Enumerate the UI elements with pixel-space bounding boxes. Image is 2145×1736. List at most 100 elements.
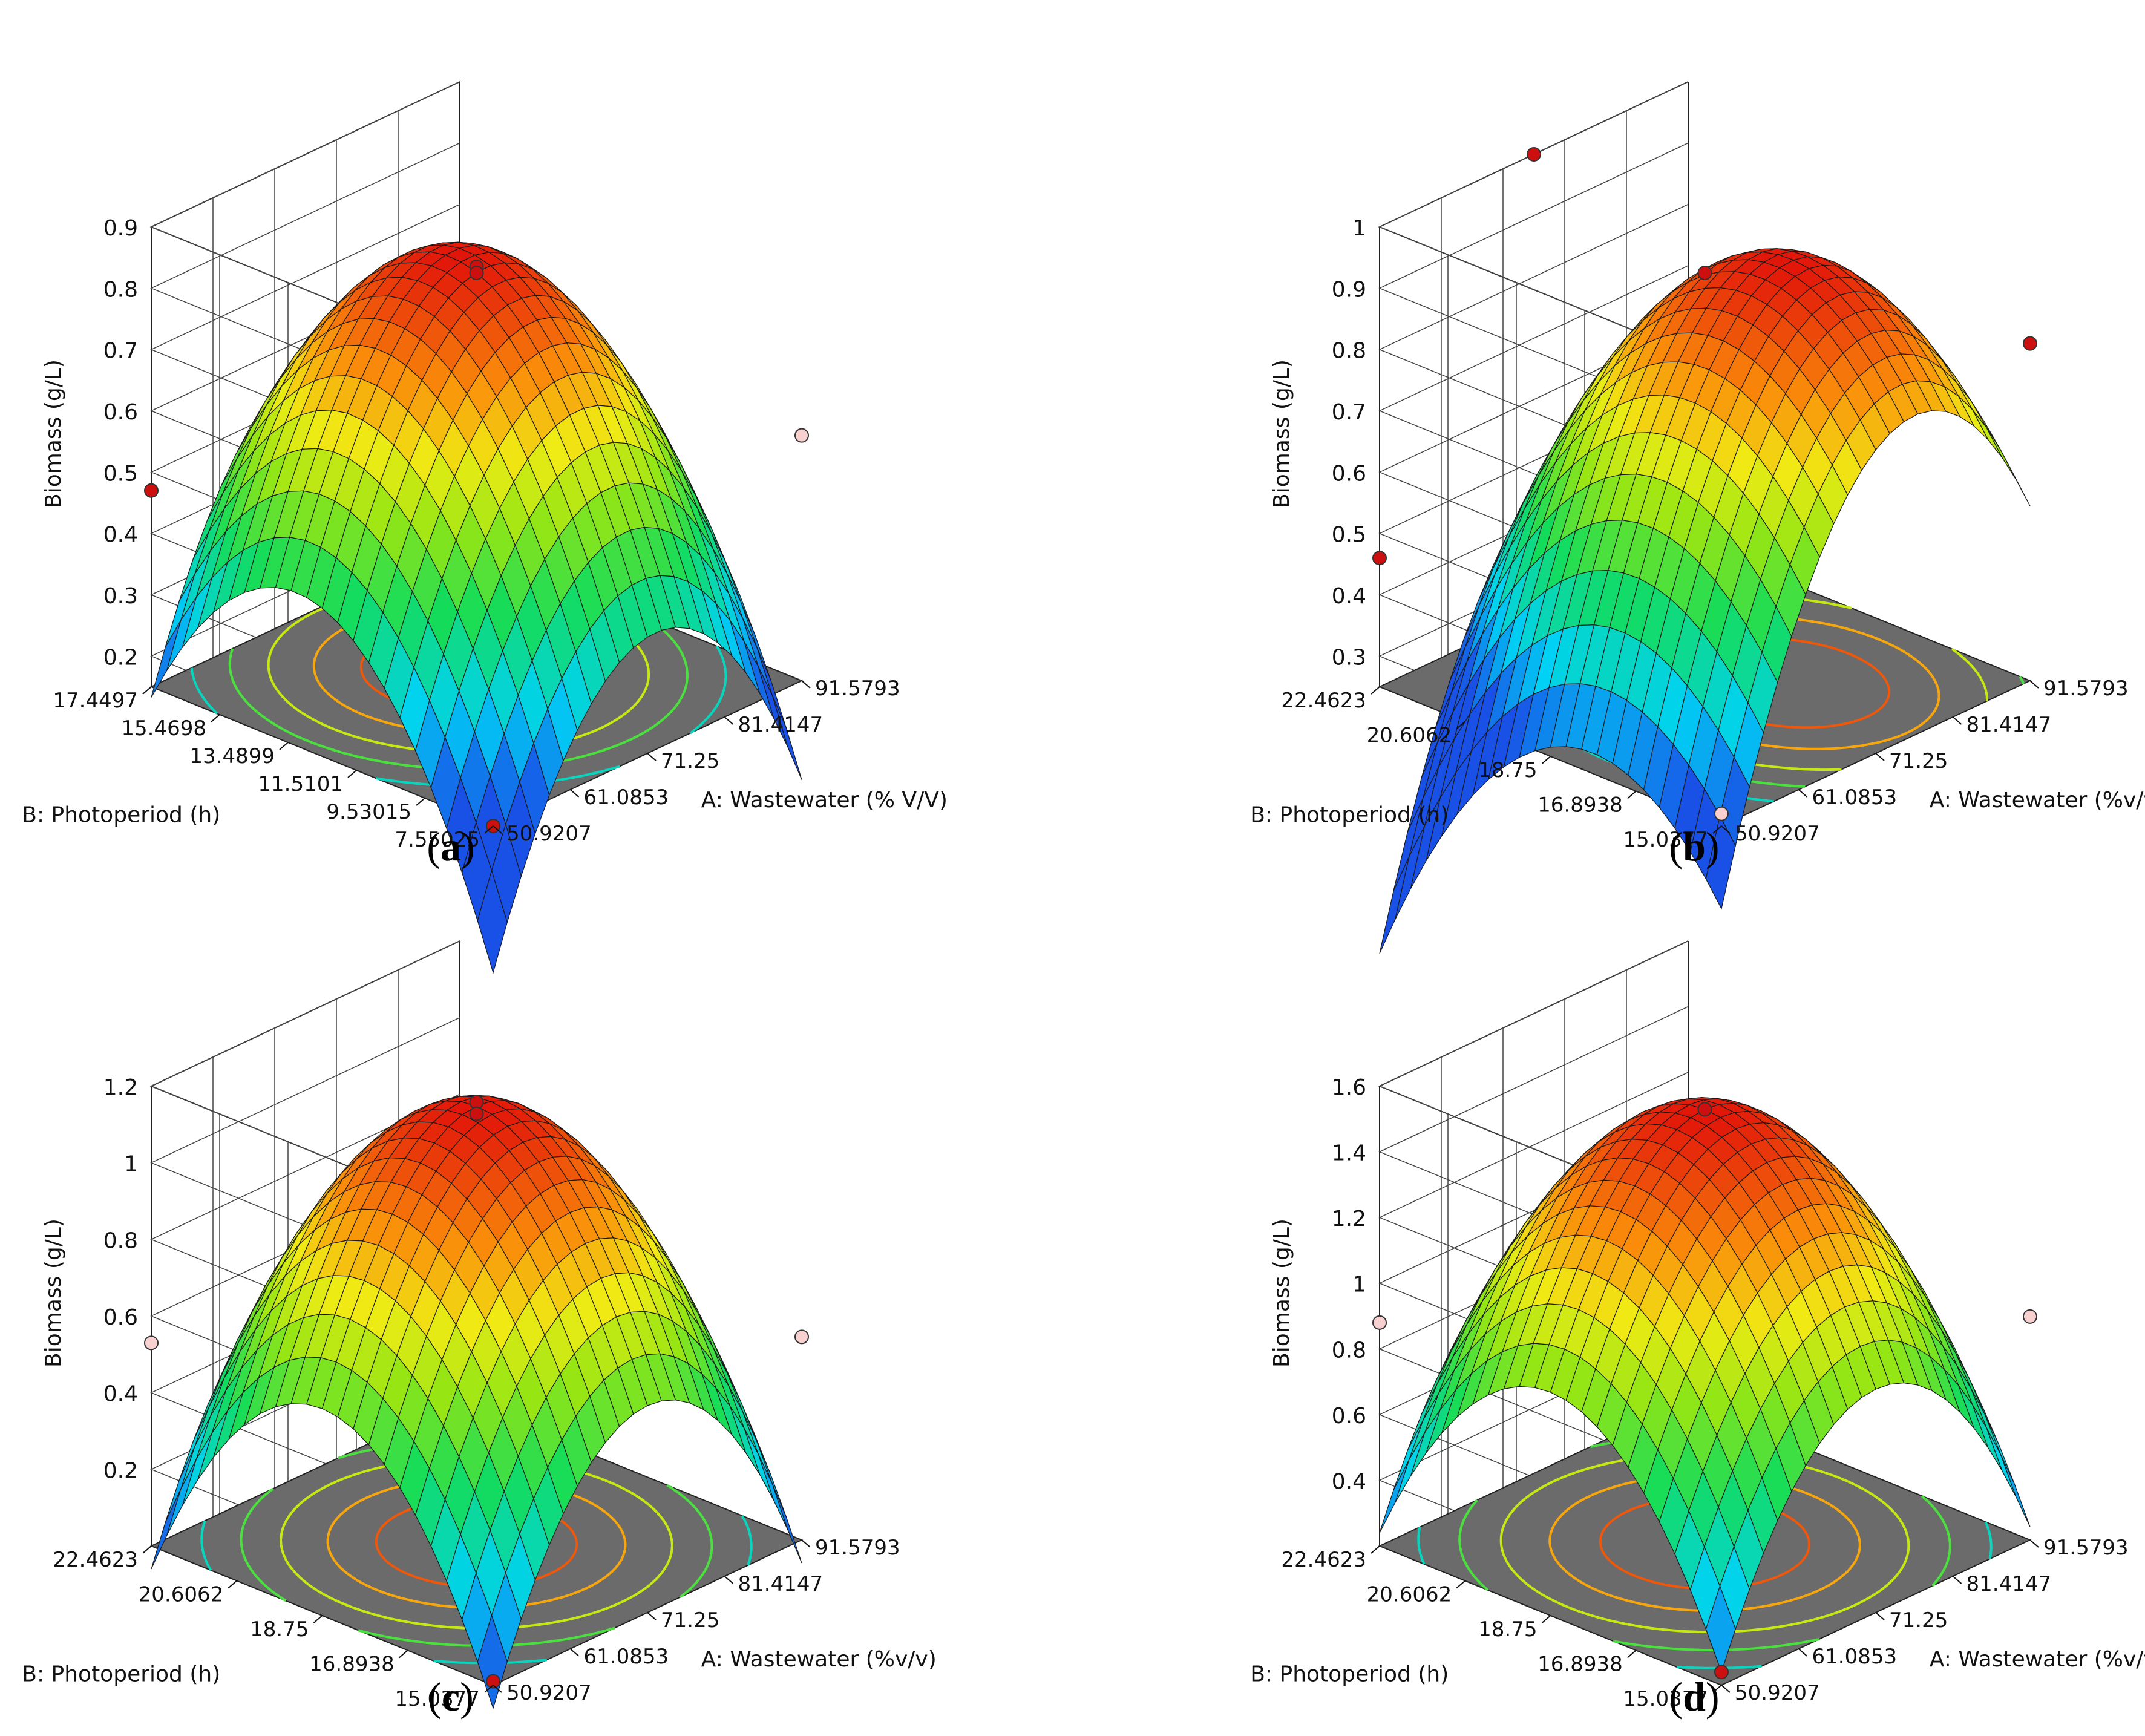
z-tick-label: 0.9 xyxy=(1332,277,1366,302)
y-tick-label: 16.8938 xyxy=(309,1652,395,1677)
y-tick-label: 22.4623 xyxy=(1281,1548,1366,1572)
z-tick-label: 0.3 xyxy=(103,584,138,609)
z-tick-label: 1.4 xyxy=(1332,1141,1366,1166)
y-tick-label: 18.75 xyxy=(1478,758,1537,782)
x-tick-label: 50.9207 xyxy=(1735,1681,1820,1705)
y-tick-label: 11.5101 xyxy=(258,772,343,796)
y-tick-label: 7.55025 xyxy=(395,828,480,852)
x-tick-label: 50.9207 xyxy=(506,822,592,846)
z-tick-label: 0.4 xyxy=(103,523,138,548)
design-points xyxy=(144,259,809,833)
z-tick-label: 0.5 xyxy=(1332,523,1366,548)
design-point xyxy=(1372,551,1387,566)
x-tick-label: 81.4147 xyxy=(1967,1572,2052,1596)
design-point xyxy=(469,266,484,281)
z-tick-label: 0.8 xyxy=(103,277,138,302)
y-tick-label: 16.8938 xyxy=(1538,1652,1623,1677)
x-tick-label: 50.9207 xyxy=(506,1681,592,1705)
z-tick-label: 0.8 xyxy=(103,1228,138,1253)
y-tick-label: 18.75 xyxy=(250,1617,309,1642)
panel-caption-a: (a) xyxy=(427,824,475,870)
z-tick-label: 1 xyxy=(1352,216,1366,241)
panel-caption-d: (d) xyxy=(1669,1674,1720,1720)
axes: 0.2 0.4 0.6 0.8 1 1.2 Biomass (g/L) 50.9207 61.0… xyxy=(22,1075,937,1711)
design-point xyxy=(1697,266,1712,281)
response-surface xyxy=(1379,1097,2031,1674)
z-tick-label: 0.9 xyxy=(103,216,138,241)
y-tick-label: 22.4623 xyxy=(1281,689,1366,713)
y-tick-label: 20.6062 xyxy=(139,1583,224,1607)
design-points xyxy=(144,1095,809,1689)
z-axis-label: Biomass (g/L) xyxy=(41,359,66,508)
y-tick-label: 15.0377 xyxy=(395,1687,480,1711)
design-point xyxy=(1697,1102,1712,1117)
response-surface xyxy=(1379,248,2031,954)
x-tick-label: 81.4147 xyxy=(738,713,824,737)
x-axis-label: A: Wastewater (%v/v) xyxy=(1930,788,2145,813)
x-axis-label: A: Wastewater (% V/V) xyxy=(701,788,948,813)
axes: 0.3 0.4 0.5 0.6 0.7 0.8 0.9 1 Biomass (g/L) 50.92… xyxy=(1250,216,2145,852)
x-tick-label: 91.5793 xyxy=(2043,1536,2129,1560)
y-tick-label: 18.75 xyxy=(1478,1617,1537,1642)
x-tick-label: 71.25 xyxy=(1889,749,1948,773)
design-point xyxy=(1714,1665,1729,1680)
y-tick-label: 20.6062 xyxy=(1367,724,1452,748)
design-point xyxy=(1527,147,1541,162)
panel-caption-b: (b) xyxy=(1669,824,1720,870)
design-point xyxy=(2023,336,2037,351)
y-tick-label: 17.4497 xyxy=(53,689,138,713)
design-point xyxy=(1714,806,1729,821)
z-tick-label: 1.2 xyxy=(1332,1207,1366,1231)
surface-plot-d: 0.4 0.6 0.8 1 1.2 1.4 1.6 Biomass (g/L) 50.9207 6… xyxy=(1250,940,2145,1711)
x-tick-label: 91.5793 xyxy=(2043,676,2129,701)
design-point xyxy=(794,1329,809,1345)
panel-caption-c: (c) xyxy=(428,1674,474,1720)
x-tick-label: 61.0853 xyxy=(584,785,669,810)
design-points xyxy=(1372,147,2037,821)
x-tick-label: 81.4147 xyxy=(738,1572,824,1596)
y-tick-label: 16.8938 xyxy=(1538,793,1623,817)
surface-plot-c: 0.2 0.4 0.6 0.8 1 1.2 Biomass (g/L) 50.9207 61.0… xyxy=(22,940,937,1711)
design-point xyxy=(1372,1315,1387,1330)
x-axis-label: A: Wastewater (%v/v) xyxy=(1930,1647,2145,1672)
z-axis-label: Biomass (g/L) xyxy=(1269,359,1294,508)
x-tick-label: 71.25 xyxy=(661,1608,719,1633)
z-tick-label: 0.8 xyxy=(1332,1338,1366,1363)
response-surface xyxy=(151,1095,802,1709)
z-tick-label: 0.7 xyxy=(1332,400,1366,425)
x-tick-label: 91.5793 xyxy=(815,676,900,701)
z-tick-label: 0.6 xyxy=(103,400,138,425)
axes: 0.2 0.3 0.4 0.5 0.6 0.7 0.8 0.9 Biomass (g/L) 50.… xyxy=(22,216,948,852)
z-tick-label: 0.8 xyxy=(1332,339,1366,364)
z-axis-label: Biomass (g/L) xyxy=(41,1219,66,1368)
x-axis-label: A: Wastewater (%v/v) xyxy=(701,1647,937,1672)
z-tick-label: 1.6 xyxy=(1332,1075,1366,1100)
z-tick-label: 1 xyxy=(124,1152,138,1177)
surface-plot-a: 0.2 0.3 0.4 0.5 0.6 0.7 0.8 0.9 Biomass (g/L) 50.… xyxy=(22,81,948,974)
y-tick-label: 13.4899 xyxy=(189,744,275,768)
response-surface xyxy=(151,241,802,974)
x-tick-label: 61.0853 xyxy=(1812,1645,1898,1669)
z-tick-label: 0.4 xyxy=(103,1382,138,1407)
x-tick-label: 50.9207 xyxy=(1735,822,1820,846)
x-tick-label: 71.25 xyxy=(1889,1608,1948,1633)
y-tick-label: 9.53015 xyxy=(326,800,411,824)
z-tick-label: 0.2 xyxy=(103,645,138,670)
design-point xyxy=(2023,1309,2037,1324)
x-tick-label: 81.4147 xyxy=(1967,713,2052,737)
y-tick-label: 20.6062 xyxy=(1367,1583,1452,1607)
z-tick-label: 0.7 xyxy=(103,339,138,364)
z-tick-label: 0.4 xyxy=(1332,1469,1366,1494)
axes: 0.4 0.6 0.8 1 1.2 1.4 1.6 Biomass (g/L) 50.9207 6… xyxy=(1250,1075,2145,1711)
x-tick-label: 61.0853 xyxy=(584,1645,669,1669)
z-tick-label: 0.6 xyxy=(103,1305,138,1330)
y-tick-label: 22.4623 xyxy=(53,1548,138,1572)
z-tick-label: 0.5 xyxy=(103,461,138,486)
y-axis-label: B: Photoperiod (h) xyxy=(1250,803,1449,828)
z-tick-label: 1.2 xyxy=(103,1075,138,1100)
design-points xyxy=(1372,1102,2037,1680)
y-tick-label: 15.0377 xyxy=(1623,828,1708,852)
design-point xyxy=(794,428,809,443)
z-tick-label: 0.6 xyxy=(1332,461,1366,486)
